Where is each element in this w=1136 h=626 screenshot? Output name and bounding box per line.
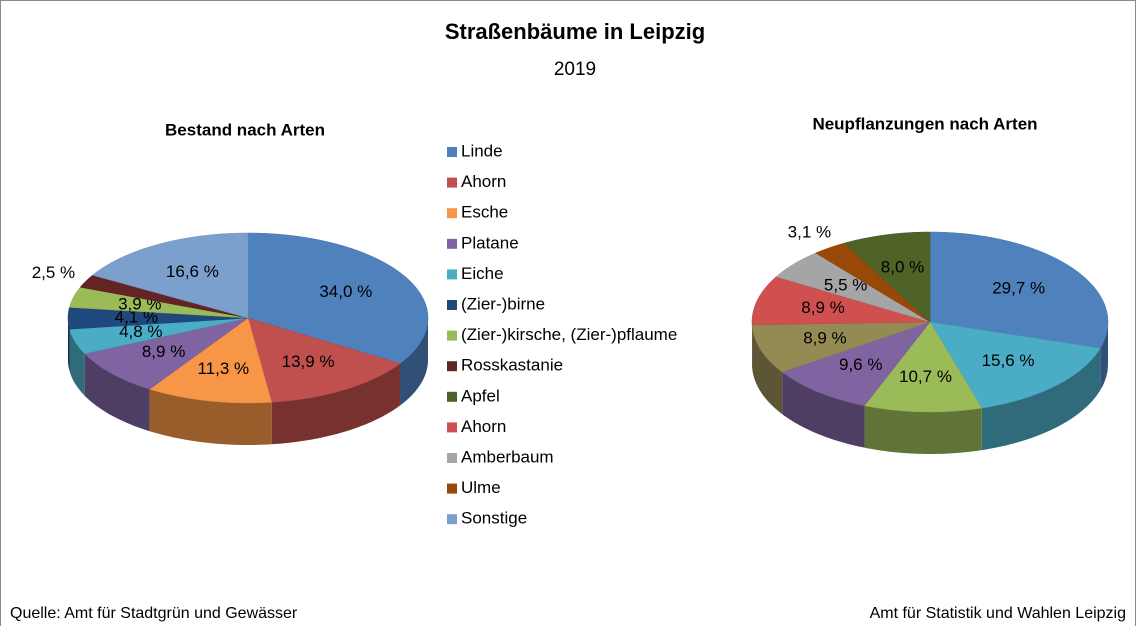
data-label: 9,6 % xyxy=(839,355,882,374)
slice-top xyxy=(79,274,249,319)
data-label: 8,9 % xyxy=(803,329,846,348)
slice-top xyxy=(91,232,249,319)
slice-side xyxy=(981,348,1101,451)
pie-title: Neupflanzungen nach Arten xyxy=(812,114,1037,133)
legend-swatch xyxy=(447,238,457,249)
pie-slice xyxy=(247,317,401,445)
slice-top xyxy=(751,321,931,373)
pie-slice xyxy=(781,321,931,448)
slice-top xyxy=(781,321,931,406)
legend-swatch xyxy=(447,422,457,433)
slice-side xyxy=(752,324,783,415)
slice-side xyxy=(782,372,865,448)
chart-title: Straßenbäume in Leipzig xyxy=(445,19,705,44)
pie-slice xyxy=(79,274,249,319)
legend-swatch xyxy=(447,269,457,280)
legend-label: Linde xyxy=(461,141,503,160)
pie-slice xyxy=(775,252,931,323)
slice-top xyxy=(149,317,273,404)
data-label: 8,9 % xyxy=(801,298,844,317)
slice-top xyxy=(69,317,249,354)
slice-top xyxy=(69,286,249,319)
slice-side xyxy=(864,405,982,454)
footer-left: Quelle: Amt für Stadtgrün und Gewässer xyxy=(10,605,298,622)
legend-swatch xyxy=(447,330,457,341)
legend-swatch xyxy=(447,361,457,372)
pie-slice xyxy=(69,286,249,319)
data-label: 34,0 % xyxy=(319,282,372,301)
legend-swatch xyxy=(447,514,457,525)
slice-top xyxy=(929,231,1109,349)
pie-slice xyxy=(929,321,1101,451)
pie-slice xyxy=(929,231,1109,391)
legend-swatch xyxy=(447,483,457,494)
legend-swatch xyxy=(447,453,457,463)
legend-label: Eiche xyxy=(461,264,504,283)
data-label: 5,5 % xyxy=(824,276,867,295)
data-label: 8,9 % xyxy=(142,342,185,361)
legend-swatch xyxy=(447,177,457,188)
slice-side xyxy=(68,318,70,372)
pie-slice xyxy=(815,242,931,323)
legend-swatch xyxy=(447,147,457,157)
legend-label: Amberbaum xyxy=(461,447,554,466)
data-label: 13,9 % xyxy=(282,352,335,371)
pie-slice xyxy=(91,232,249,319)
slice-top xyxy=(929,321,1101,409)
legend-label: Esche xyxy=(461,203,508,222)
slice-top xyxy=(67,307,249,330)
data-label: 10,7 % xyxy=(899,367,952,386)
data-label: 15,6 % xyxy=(982,351,1035,370)
chart-subtitle: 2019 xyxy=(554,59,596,80)
legend-label: Ahorn xyxy=(461,417,506,436)
slice-side xyxy=(271,363,400,445)
data-label: 4,8 % xyxy=(119,322,162,341)
slice-side xyxy=(84,353,150,432)
slice-top xyxy=(864,321,983,413)
legend-label: (Zier-)kirsche, (Zier-)pflaume xyxy=(461,325,677,344)
pie-slice xyxy=(247,232,429,406)
legend-label: Sonstige xyxy=(461,509,527,528)
slice-side xyxy=(1100,322,1108,391)
legend-label: Ahorn xyxy=(461,172,506,191)
data-label: 8,0 % xyxy=(881,257,924,276)
data-label: 2,5 % xyxy=(32,263,75,282)
legend-swatch xyxy=(447,391,457,402)
legend-label: (Zier-)birne xyxy=(461,294,545,313)
slice-side xyxy=(399,318,428,406)
legend-label: Ulme xyxy=(461,478,501,497)
data-label: 4,1 % xyxy=(115,308,158,327)
legend-label: Platane xyxy=(461,233,519,252)
data-label: 3,1 % xyxy=(788,222,831,241)
data-label: 16,6 % xyxy=(166,262,219,281)
legend-label: Rosskastanie xyxy=(461,356,563,375)
slice-top xyxy=(751,276,931,326)
pie-title: Bestand nach Arten xyxy=(165,120,325,139)
slice-top xyxy=(247,317,401,403)
pie-slice xyxy=(149,317,273,445)
legend-label: Apfel xyxy=(461,386,500,405)
slice-top xyxy=(84,317,249,390)
slice-side xyxy=(69,329,85,396)
data-label: 11,3 % xyxy=(197,359,249,378)
data-label: 29,7 % xyxy=(992,278,1045,297)
pie-slice xyxy=(751,321,931,415)
slice-top xyxy=(247,232,429,364)
legend-swatch xyxy=(447,208,457,219)
pie-slice xyxy=(84,317,249,432)
pie-slice xyxy=(843,231,931,323)
pie-slice xyxy=(751,276,931,367)
slice-top xyxy=(843,231,931,323)
footer-right: Amt für Statistik und Wahlen Leipzig xyxy=(870,605,1126,622)
slice-top xyxy=(815,242,931,323)
legend-swatch xyxy=(447,300,457,310)
slice-top xyxy=(775,252,931,323)
pie-slice xyxy=(69,317,249,396)
pie-slice xyxy=(864,321,983,454)
pie-slice xyxy=(67,307,249,372)
